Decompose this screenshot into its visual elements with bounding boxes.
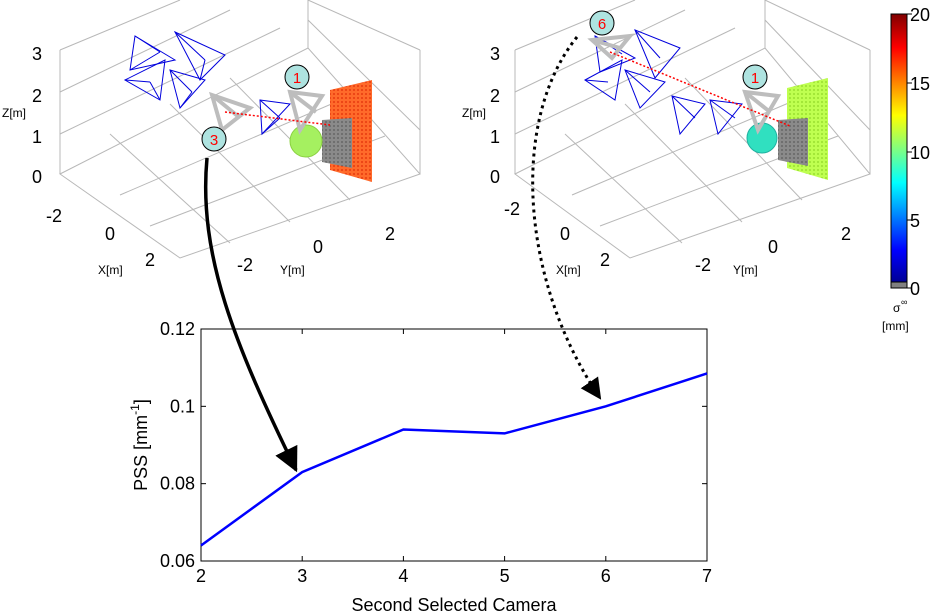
colorbar: 20 15 10 5 0 σ ∞ [mm]	[882, 5, 930, 333]
scene-left-occluder	[322, 118, 352, 168]
scene-right-marker-first-label: 1	[751, 70, 759, 87]
scene-left-marker-first: 1	[284, 64, 310, 90]
scene-left-x-label: X[m]	[98, 263, 123, 277]
scene-left-selected-cameras	[209, 89, 326, 135]
scene-right-marker-selected-label: 6	[598, 16, 606, 33]
scene-right-x-label: X[m]	[556, 263, 581, 277]
x-tick-label: 4	[398, 566, 408, 586]
colorbar-tick: 5	[910, 211, 920, 231]
scene-right-z-tick: 0	[490, 167, 500, 187]
colorbar-label-unit: [mm]	[882, 319, 909, 333]
scene-left-y-label: Y[m]	[280, 263, 305, 277]
colorbar-tick: 0	[910, 279, 920, 299]
x-ticks: 2 3 4 5 6 7	[196, 329, 712, 586]
scene-right-y-tick: 0	[768, 237, 778, 257]
scene-right-y-tick: -2	[695, 255, 711, 275]
scene-left-marker-selected: 3	[201, 126, 227, 152]
scene-right-sphere	[746, 122, 778, 154]
scene-left-y-tick: 2	[385, 224, 395, 244]
scene-left-z-tick: 1	[32, 127, 42, 147]
scene-right-occluder	[778, 118, 808, 166]
colorbar-tick: 10	[910, 143, 930, 163]
scene-right-x-tick: -2	[504, 199, 520, 219]
y-axis-label-sup: -1	[128, 404, 142, 415]
arrow-camera-3	[203, 157, 298, 473]
scene-left: 3 2 1 0 Z[m] -2 0 2 X[m] -2 0 2 Y[m]	[2, 0, 421, 277]
y-ticks: 0.06 0.08 0.1 0.12	[160, 319, 707, 571]
scene-right-x-tick: 0	[560, 224, 570, 244]
y-tick-label: 0.06	[160, 551, 195, 571]
scene-left-y-tick: 0	[313, 237, 323, 257]
x-tick-label: 3	[297, 566, 307, 586]
scene-left-y-tick: -2	[237, 255, 253, 275]
scene-left-z-tick: 3	[32, 44, 42, 64]
scene-right-cameras	[584, 29, 743, 136]
scene-right-y-label: Y[m]	[733, 263, 758, 277]
x-axis-label: Second Selected Camera	[351, 595, 557, 614]
x-tick-label: 5	[500, 566, 510, 586]
scene-right: 3 2 1 0 Z[m] -2 0 2 X[m] -2 0 2 Y[m]	[462, 0, 871, 277]
colorbar-zero-band	[890, 281, 908, 289]
y-tick-label: 0.08	[160, 474, 195, 494]
plot-area	[200, 328, 708, 562]
scene-right-marker-first: 1	[742, 64, 768, 90]
scene-left-z-label: Z[m]	[2, 106, 26, 120]
scene-left-cameras	[123, 30, 292, 136]
scene-right-x-tick: 2	[600, 250, 610, 270]
colorbar-gradient	[890, 13, 908, 285]
series-points	[200, 373, 708, 546]
scene-left-ray	[224, 111, 331, 126]
scene-right-selected-cameras	[587, 33, 782, 135]
x-tick-label: 7	[702, 566, 712, 586]
pss-chart: 2 3 4 5 6 7 0.06 0.08 0.1 0.12 Second Selected C…	[128, 319, 712, 614]
y-axis-label: PSS [mm-1]	[128, 399, 151, 491]
colorbar-label: σ	[893, 301, 901, 315]
scene-right-ray	[609, 51, 791, 127]
scene-left-x-tick: -2	[46, 206, 62, 226]
scene-right-marker-selected: 6	[589, 10, 615, 36]
scene-left-sphere	[289, 124, 323, 158]
scene-right-z-tick: 3	[490, 44, 500, 64]
y-tick-label: 0.12	[160, 319, 195, 339]
scene-left-x-tick: 0	[105, 224, 115, 244]
colorbar-label-sup: ∞	[901, 297, 907, 307]
x-tick-label: 2	[196, 566, 206, 586]
x-tick-label: 6	[601, 566, 611, 586]
scene-left-z-tick: 0	[32, 167, 42, 187]
colorbar-tick: 15	[910, 74, 930, 94]
scene-right-z-tick: 1	[490, 127, 500, 147]
scene-left-z-tick: 2	[32, 86, 42, 106]
colorbar-tick: 20	[910, 5, 930, 25]
arrow-camera-6	[531, 36, 602, 400]
scene-left-x-tick: 2	[145, 250, 155, 270]
scene-left-marker-selected-label: 3	[210, 132, 218, 149]
scene-right-z-label: Z[m]	[462, 106, 486, 120]
scene-right-z-tick: 2	[490, 86, 500, 106]
y-tick-label: 0.1	[170, 396, 195, 416]
series-line	[200, 372, 708, 547]
scene-right-y-tick: 2	[841, 224, 851, 244]
scene-left-marker-first-label: 1	[293, 70, 301, 87]
y-axis-label-close: ]	[131, 399, 151, 404]
y-axis-label-main: PSS [mm	[131, 415, 151, 491]
